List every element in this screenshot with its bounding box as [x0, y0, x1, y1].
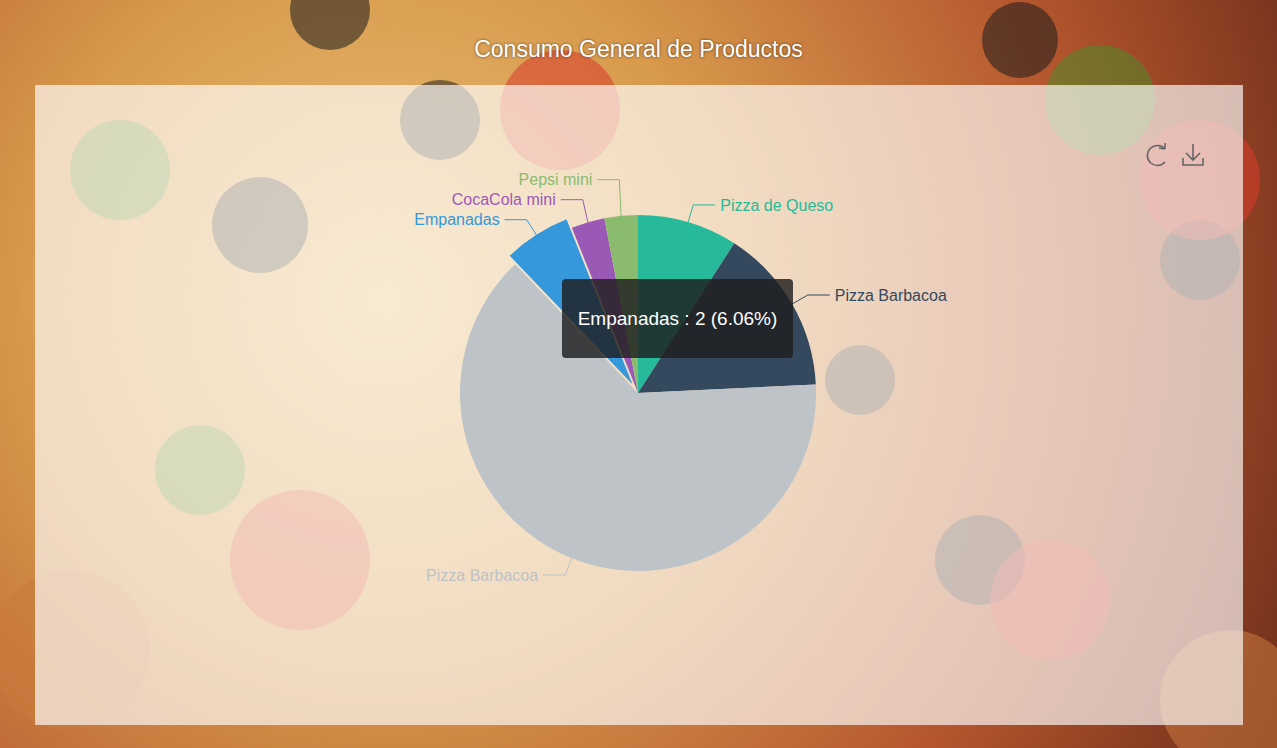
leader-line [597, 180, 621, 216]
download-icon[interactable] [1183, 144, 1203, 165]
title: Consumo General de Productos [0, 36, 1277, 63]
refresh-icon[interactable] [1147, 143, 1165, 166]
slice-label: Pizza Barbacoa [426, 567, 538, 584]
background-shape [290, 0, 370, 50]
leader-line [561, 200, 588, 223]
background-shape [982, 2, 1058, 78]
toolbox [1147, 143, 1203, 166]
leader-line [792, 295, 830, 304]
tooltip: Empanadas : 2 (6.06%) [562, 279, 793, 358]
leader-line [688, 205, 715, 222]
chart: Pizza de Queso Pizza Barbacoa Pizza Barbac… [0, 0, 1277, 748]
leader-line [543, 558, 572, 575]
leader-line [505, 220, 537, 235]
pie-slice[interactable] [460, 264, 816, 571]
slice-label: Pepsi mini [519, 171, 593, 188]
slice-label: Pizza de Queso [720, 197, 833, 214]
pie [460, 215, 816, 571]
slice-label: Empanadas [414, 211, 499, 228]
labels: Pizza de Queso Pizza Barbacoa Pizza Barbac… [414, 171, 947, 583]
slice-label: CocaCola mini [452, 191, 556, 208]
slice-label: Pizza Barbacoa [835, 287, 947, 304]
